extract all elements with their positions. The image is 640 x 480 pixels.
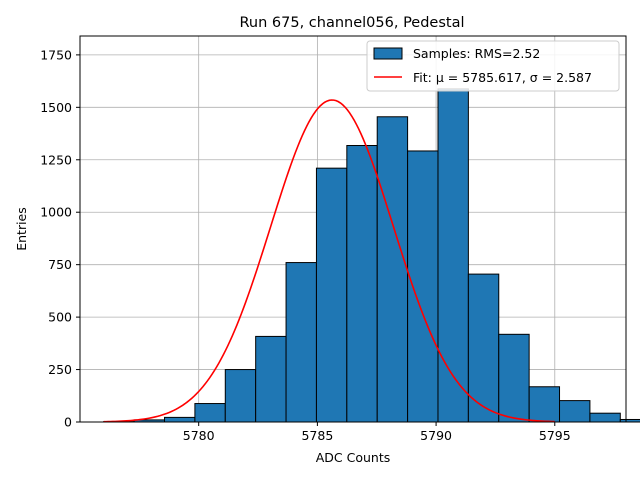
- fit-curve: [103, 99, 555, 423]
- histogram-bar: [559, 400, 591, 423]
- histogram-bar: [346, 145, 378, 423]
- y-tick-label: 1750: [40, 47, 72, 62]
- y-axis-label: Entries: [14, 207, 29, 251]
- histogram-bar: [224, 369, 257, 423]
- x-tick-label: 5795: [539, 428, 571, 443]
- y-tick-label: 750: [48, 257, 72, 272]
- histogram-bar: [315, 167, 348, 423]
- legend-box: [366, 40, 620, 92]
- legend-label-samples: Samples: RMS=2.52: [413, 46, 540, 61]
- histogram-bar: [376, 116, 409, 423]
- y-tick-label: 0: [64, 415, 72, 430]
- histogram-bar: [528, 386, 561, 423]
- histogram-bar: [589, 412, 621, 423]
- y-tick-label: 1250: [40, 152, 72, 167]
- y-tick-label: 500: [48, 310, 72, 325]
- histogram-bar: [285, 262, 317, 423]
- legend: Samples: RMS=2.52 Fit: μ = 5785.617, σ =…: [366, 40, 620, 92]
- histogram-bar: [619, 418, 640, 423]
- histogram-bars: [103, 88, 640, 423]
- histogram-bar: [437, 88, 469, 423]
- histogram-bar: [498, 333, 530, 423]
- histogram-bar: [467, 273, 500, 423]
- chart-title: Run 675, channel056, Pedestal: [239, 15, 464, 31]
- x-tick-label: 5780: [183, 428, 215, 443]
- legend-swatch-samples: [373, 47, 403, 60]
- y-axis-ticks: 0 250 500 750 1000 1250 1500 1750: [40, 47, 80, 430]
- plot-frame: [79, 35, 627, 423]
- y-tick-label: 250: [48, 362, 72, 377]
- histogram-bar: [164, 416, 196, 423]
- legend-label-fit: Fit: μ = 5785.617, σ = 2.587: [413, 70, 592, 85]
- histogram-bar: [255, 335, 287, 423]
- x-axis-ticks: 5780 5785 5790 5795: [183, 422, 571, 443]
- x-axis-label: ADC Counts: [316, 450, 391, 465]
- histogram-bar: [194, 403, 226, 423]
- y-tick-label: 1500: [40, 100, 72, 115]
- x-tick-label: 5785: [301, 428, 333, 443]
- y-tick-label: 1000: [40, 205, 72, 220]
- x-tick-label: 5790: [420, 428, 452, 443]
